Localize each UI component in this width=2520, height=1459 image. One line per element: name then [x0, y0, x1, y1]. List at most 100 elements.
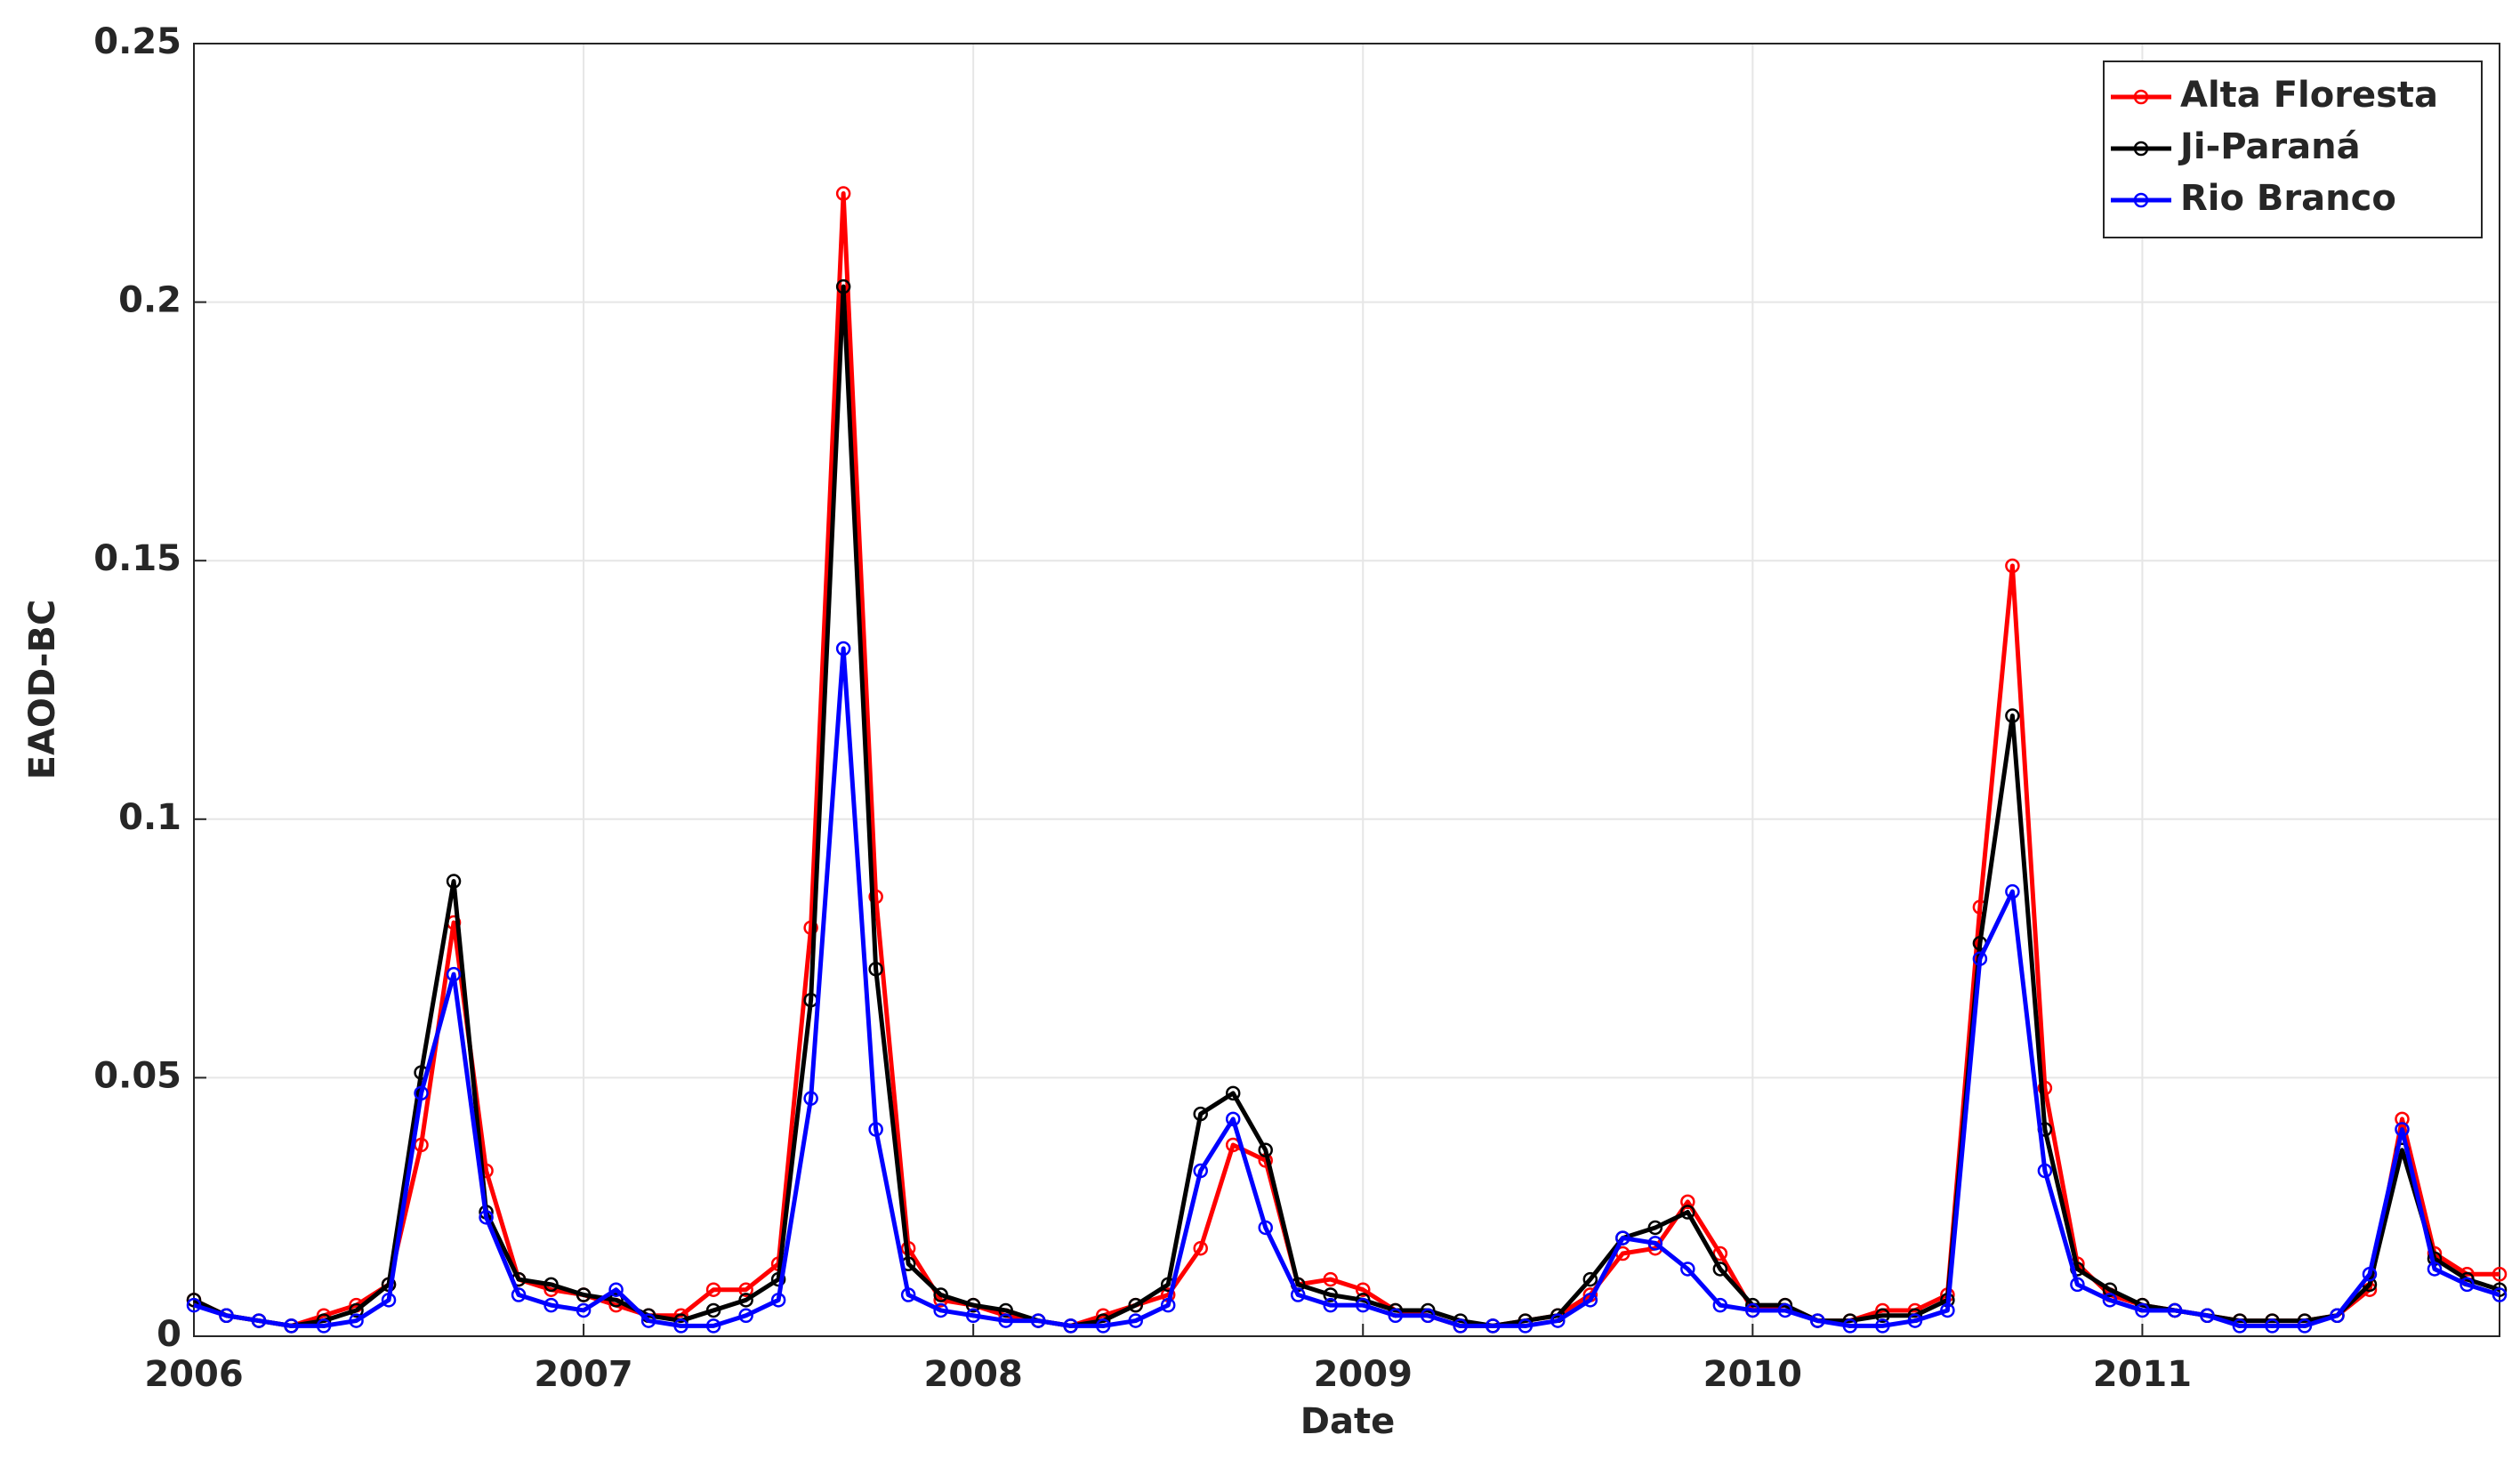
point-marker: [446, 966, 462, 982]
point-marker: [543, 1277, 559, 1293]
point-marker: [1225, 1111, 1241, 1127]
point-marker: [673, 1318, 688, 1334]
point-marker: [1615, 1230, 1630, 1245]
point-marker: [2362, 1267, 2378, 1282]
point-marker: [2005, 558, 2020, 574]
point-marker: [770, 1293, 786, 1308]
point-marker: [2232, 1318, 2248, 1334]
point-marker: [738, 1293, 753, 1308]
point-marker: [414, 1085, 429, 1101]
point-marker: [2200, 1308, 2215, 1324]
point-marker: [2070, 1277, 2085, 1293]
legend-label: Alta Floresta: [2180, 75, 2438, 116]
point-marker: [219, 1308, 234, 1324]
point-marker: [835, 278, 851, 294]
point-marker: [511, 1287, 527, 1302]
point-marker: [1323, 1271, 1338, 1287]
x-tick-label: 2010: [1703, 1354, 1802, 1395]
y-tick-label: 0.25: [93, 21, 181, 62]
legend-marker: [2133, 192, 2149, 208]
point-marker: [1647, 1236, 1663, 1251]
x-axis-label: Date: [1300, 1401, 1395, 1442]
point-marker: [998, 1302, 1013, 1318]
point-marker: [965, 1297, 981, 1313]
y-tick-label: 0.1: [118, 797, 181, 838]
point-marker: [705, 1318, 721, 1334]
point-marker: [998, 1313, 1013, 1328]
point-marker: [2102, 1282, 2118, 1297]
point-marker: [1128, 1313, 1143, 1328]
y-tick-label: 0.05: [93, 1055, 181, 1096]
point-marker: [1193, 1163, 1208, 1179]
point-marker: [1356, 1297, 1371, 1313]
point-marker: [2037, 1080, 2053, 1096]
point-marker: [1518, 1318, 1534, 1334]
point-marker: [2460, 1277, 2475, 1293]
legend-label: Rio Branco: [2180, 178, 2396, 219]
point-marker: [1680, 1194, 1695, 1210]
point-marker: [738, 1282, 753, 1297]
y-axis-label: EAOD-BC: [22, 600, 63, 780]
point-marker: [900, 1287, 916, 1302]
point-marker: [1712, 1262, 1728, 1277]
point-marker: [868, 1122, 883, 1137]
point-marker: [381, 1293, 397, 1308]
point-marker: [803, 1091, 818, 1106]
point-marker: [1680, 1205, 1695, 1220]
point-marker: [186, 1297, 202, 1313]
plot-frame: [193, 43, 2500, 1337]
point-marker: [1290, 1287, 1306, 1302]
point-marker: [1193, 1240, 1208, 1256]
point-marker: [1128, 1297, 1143, 1313]
point-marker: [2330, 1308, 2345, 1324]
point-marker: [1356, 1282, 1371, 1297]
point-marker: [2492, 1287, 2508, 1302]
point-marker: [1258, 1220, 1273, 1236]
point-marker: [349, 1302, 364, 1318]
point-marker: [2492, 1282, 2508, 1297]
point-marker: [2297, 1318, 2313, 1334]
point-marker: [1745, 1302, 1760, 1318]
point-marker: [868, 889, 883, 905]
point-marker: [2037, 1163, 2053, 1179]
point-marker: [576, 1287, 592, 1302]
point-marker: [1582, 1293, 1598, 1308]
point-marker: [1907, 1313, 1923, 1328]
y-tick-label: 0.15: [93, 538, 181, 579]
point-marker: [2395, 1122, 2410, 1137]
point-marker: [1550, 1313, 1566, 1328]
point-marker: [1095, 1318, 1111, 1334]
point-marker: [1160, 1297, 1176, 1313]
point-marker: [738, 1308, 753, 1324]
point-marker: [1680, 1262, 1695, 1277]
point-marker: [965, 1308, 981, 1324]
point-marker: [835, 186, 851, 201]
point-marker: [2427, 1262, 2443, 1277]
point-marker: [2005, 883, 2020, 899]
point-marker: [640, 1313, 656, 1328]
y-tick-label: 0: [157, 1314, 181, 1355]
point-marker: [576, 1302, 592, 1318]
point-marker: [1225, 1085, 1241, 1101]
point-marker: [2395, 1111, 2410, 1127]
point-marker: [479, 1210, 494, 1225]
legend-marker: [2133, 89, 2149, 105]
point-marker: [1940, 1302, 1955, 1318]
point-marker: [251, 1313, 267, 1328]
point-marker: [1063, 1318, 1078, 1334]
x-tick-label: 2006: [144, 1354, 243, 1395]
point-marker: [608, 1282, 624, 1297]
point-marker: [2102, 1293, 2118, 1308]
plot-area: [194, 44, 2500, 1336]
point-marker: [770, 1271, 786, 1287]
point-marker: [868, 962, 883, 977]
point-marker: [1972, 951, 1988, 966]
point-marker: [446, 874, 462, 889]
point-marker: [1842, 1318, 1858, 1334]
legend-label: Ji-Paraná: [2178, 126, 2361, 167]
point-marker: [1810, 1313, 1825, 1328]
point-marker: [1453, 1318, 1469, 1334]
point-marker: [1258, 1142, 1273, 1158]
point-marker: [2005, 708, 2020, 723]
